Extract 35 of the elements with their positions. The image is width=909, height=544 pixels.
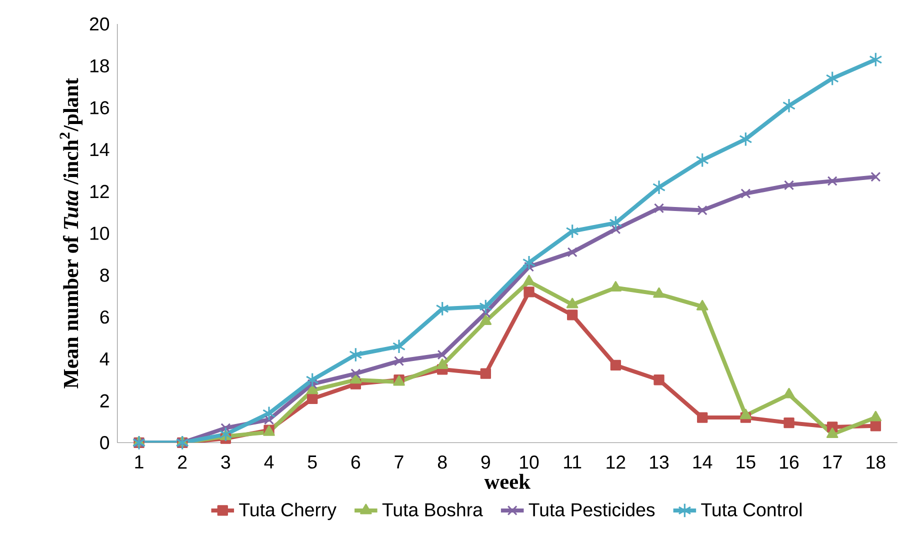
x-tick-label: 7 [394,456,404,468]
y-tick-label: 18 [90,59,109,72]
y-axis-title: Mean number of Tuta /inch$^{2}$/plant [60,78,83,388]
y-tick-label: 10 [90,226,110,240]
x-tick-label: 3 [221,456,230,469]
x-tick-label: 5 [308,456,317,469]
x-tick-label: 14 [693,456,712,468]
x-tick-label: 9 [481,456,490,469]
x-tick-label: 16 [780,456,799,469]
y-tick-label: 16 [90,101,109,114]
x-tick-label: 2 [178,456,187,469]
y-tick-label: 6 [100,310,109,324]
y-tick-label: 8 [100,268,109,282]
x-tick-label: 17 [823,456,842,468]
x-tick-label: 18 [866,456,886,469]
y-tick-label: 4 [100,352,110,366]
y-tick-label: 0 [100,436,110,450]
y-tick-label: 12 [90,184,109,198]
x-tick-label: 8 [438,456,447,469]
y-tick-label: 20 [90,17,110,31]
legend-label: Tuta Control [701,502,802,516]
legend-label: Tuta Cherry [239,502,336,520]
x-axis-title: week [484,474,530,489]
x-tick-label: 11 [564,456,582,468]
x-tick-label: 6 [351,456,360,469]
x-tick-label: 12 [606,456,626,469]
x-tick-label: 13 [650,456,669,469]
x-tick-label: 15 [736,456,756,469]
x-tick-label: 10 [520,456,539,469]
legend-label: Tuta Pesticides [528,502,655,516]
y-tick-label: 14 [90,143,110,156]
y-tick-label: 2 [100,394,109,408]
legend-label: Tuta Boshra [382,502,483,516]
x-tick-label: 1 [135,456,144,468]
x-tick-label: 4 [264,456,274,468]
